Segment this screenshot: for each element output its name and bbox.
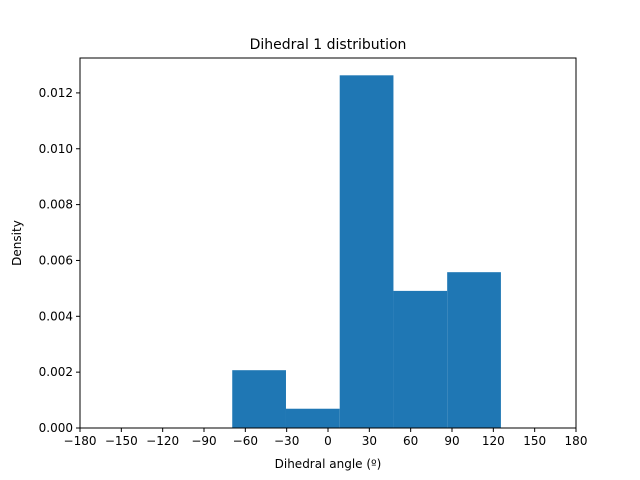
- x-tick-label: 150: [523, 434, 546, 448]
- y-axis-title: Density: [10, 220, 24, 266]
- y-tick-label: 0.008: [39, 198, 73, 212]
- x-axis-ticks: −180 −150 −120 −90 −60 −30 0 30 60 90 120 150 180: [64, 428, 588, 448]
- x-tick-label: −30: [274, 434, 299, 448]
- y-tick-label: 0.004: [39, 309, 73, 323]
- x-tick-label: 0: [324, 434, 332, 448]
- x-tick-label: −90: [191, 434, 216, 448]
- x-tick-label: 120: [482, 434, 505, 448]
- bars-group: [232, 75, 501, 429]
- x-tick-label: 60: [403, 434, 418, 448]
- y-tick-label: 0.000: [39, 421, 73, 435]
- y-tick-label: 0.010: [39, 142, 73, 156]
- y-tick-label: 0.012: [39, 86, 73, 100]
- x-tick-label: −180: [64, 434, 97, 448]
- plot-area-frame: [79, 57, 577, 429]
- x-tick-label: −60: [233, 434, 258, 448]
- histogram-bar-3: [339, 75, 394, 429]
- y-tick-label: 0.002: [39, 365, 73, 379]
- histogram-bar-5: [447, 272, 501, 428]
- histogram-bar-2: [285, 408, 340, 428]
- x-axis-title: Dihedral angle (º): [275, 457, 382, 471]
- x-tick-label: −150: [105, 434, 138, 448]
- x-tick-label: 180: [565, 434, 588, 448]
- histogram-bar-4: [393, 290, 448, 428]
- x-tick-label: −120: [146, 434, 179, 448]
- x-tick-label: 90: [444, 434, 459, 448]
- y-tick-label: 0.006: [39, 253, 73, 267]
- chart-title: Dihedral 1 distribution: [250, 37, 407, 53]
- histogram-bar-1: [232, 370, 286, 428]
- y-axis-ticks: 0.000 0.002 0.004 0.006 0.008 0.010 0.012: [39, 86, 80, 435]
- x-tick-label: 30: [362, 434, 377, 448]
